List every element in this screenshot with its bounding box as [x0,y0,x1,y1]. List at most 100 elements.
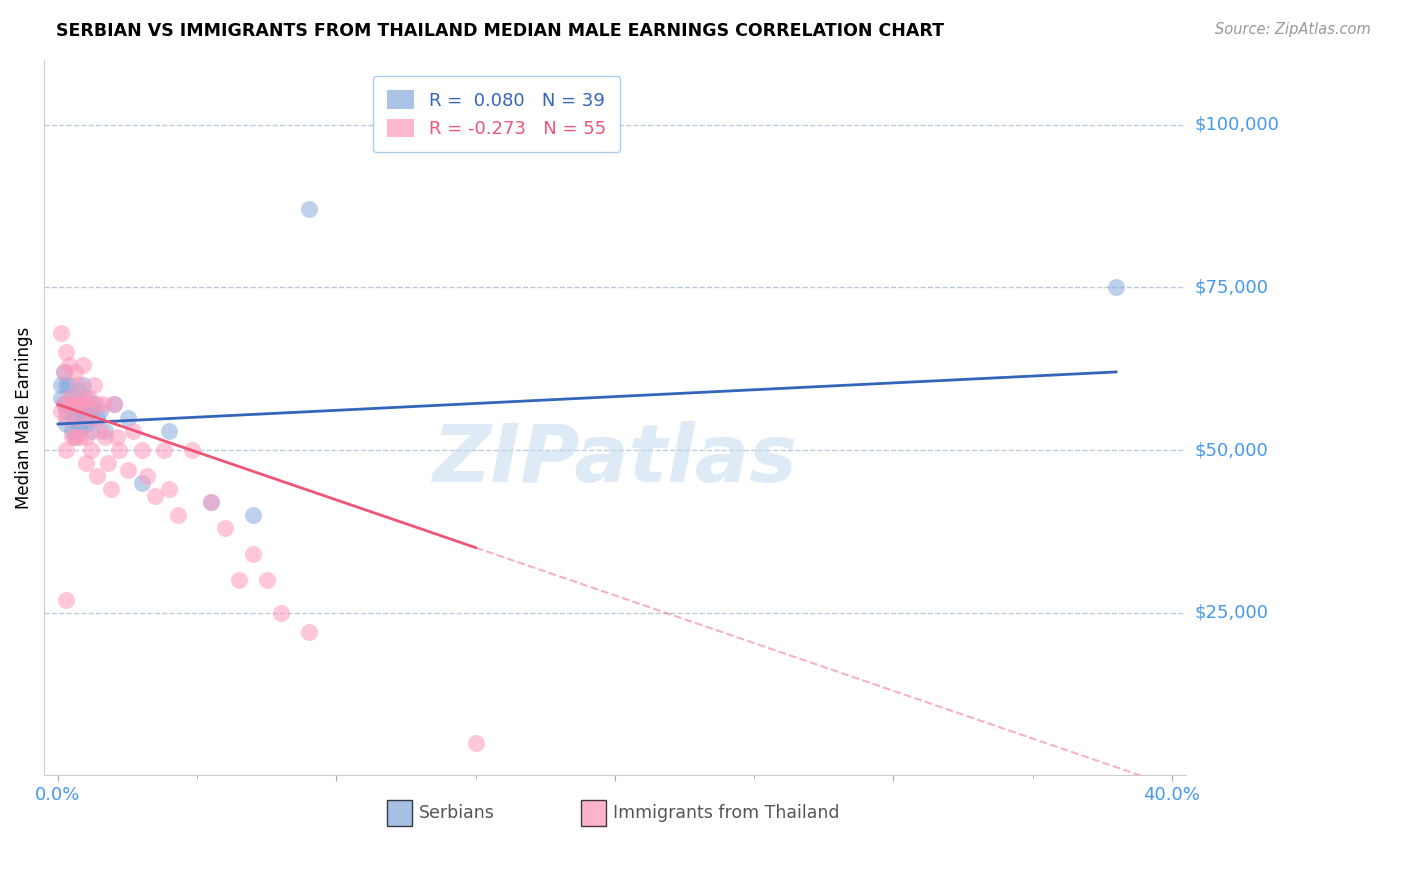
Point [52,397,75,411]
Point [66,384,89,399]
Point [66,410,89,425]
Point [157,424,180,438]
Point [94,430,117,444]
Point [242,547,264,561]
Point [63,397,86,411]
Point [52,365,75,379]
Point [49,391,72,405]
Point [69,397,91,411]
Point [60,424,83,438]
Text: Serbians: Serbians [419,805,495,822]
Point [89,424,111,438]
Point [80,404,103,418]
Point [1105,280,1128,294]
Point [117,462,139,476]
Point [464,736,486,750]
Point [49,404,72,418]
Point [72,404,94,418]
Point [103,397,125,411]
Point [77,391,100,405]
Point [200,495,222,509]
Point [63,430,86,444]
Point [63,365,86,379]
Point [55,378,77,392]
Point [86,410,108,425]
Point [105,430,128,444]
Point [117,410,139,425]
Point [103,397,125,411]
Point [63,410,86,425]
Point [55,417,77,431]
Point [89,404,111,418]
Point [94,424,117,438]
Point [136,469,159,483]
Point [55,404,77,418]
Point [52,365,75,379]
Point [131,475,153,490]
Point [80,410,103,425]
FancyBboxPatch shape [581,800,606,825]
Point [228,573,250,587]
Point [180,443,202,458]
Text: SERBIAN VS IMMIGRANTS FROM THAILAND MEDIAN MALE EARNINGS CORRELATION CHART: SERBIAN VS IMMIGRANTS FROM THAILAND MEDI… [56,22,945,40]
Text: ZIPatlas: ZIPatlas [433,421,797,500]
Point [69,417,91,431]
Point [69,397,91,411]
Point [69,430,91,444]
Point [60,404,83,418]
Point [153,443,176,458]
Point [166,508,188,522]
Point [49,326,72,340]
Point [86,397,108,411]
Point [66,424,89,438]
Point [75,417,97,431]
Text: $75,000: $75,000 [1194,278,1268,296]
Point [60,430,83,444]
Point [83,397,105,411]
Point [75,397,97,411]
Point [75,456,97,470]
Point [58,378,80,392]
FancyBboxPatch shape [387,800,412,825]
Point [55,592,77,607]
Point [66,404,89,418]
Point [298,625,321,640]
Point [55,345,77,359]
Point [108,443,131,458]
Point [214,521,236,535]
Point [66,378,89,392]
Text: $50,000: $50,000 [1194,441,1268,459]
Point [72,391,94,405]
Point [80,443,103,458]
Point [52,397,75,411]
Point [60,397,83,411]
Point [298,202,321,217]
Text: Immigrants from Thailand: Immigrants from Thailand [613,805,839,822]
Point [63,430,86,444]
Point [100,482,122,496]
Text: $25,000: $25,000 [1194,604,1268,622]
Point [86,469,108,483]
Point [60,391,83,405]
Point [63,397,86,411]
Point [58,397,80,411]
Point [242,508,264,522]
Point [122,424,145,438]
Point [256,573,278,587]
Point [55,410,77,425]
Point [49,378,72,392]
Point [131,443,153,458]
Point [80,424,103,438]
Point [77,397,100,411]
Point [75,430,97,444]
Point [97,456,120,470]
Point [83,378,105,392]
Point [91,397,114,411]
Point [58,359,80,373]
Text: Source: ZipAtlas.com: Source: ZipAtlas.com [1215,22,1371,37]
Point [157,482,180,496]
Point [270,606,292,620]
Y-axis label: Median Male Earnings: Median Male Earnings [15,326,32,508]
Point [75,391,97,405]
Point [58,391,80,405]
